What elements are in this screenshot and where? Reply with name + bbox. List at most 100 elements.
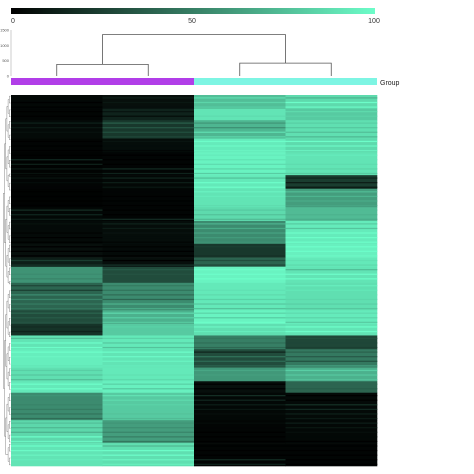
heatmap-cell-row (194, 413, 286, 415)
heatmap-cell-row (11, 214, 103, 216)
dendrogram-axis-tick-label: 1000 (0, 43, 10, 48)
heatmap-cell-row (285, 413, 378, 415)
heatmap-cell-row (285, 449, 378, 452)
heatmap-cell-row (11, 122, 103, 124)
heatmap-cell (285, 188, 378, 208)
row-dendrogram-branch (9, 393, 11, 401)
heatmap-cell-row (194, 204, 286, 207)
heatmap-cell-row (102, 232, 195, 234)
heatmap-cell (285, 381, 378, 394)
heatmap-cell-row (194, 369, 286, 372)
heatmap-cell-row (194, 408, 286, 411)
row-dendrogram-branch (3, 193, 5, 389)
heatmap-cell-row (11, 374, 103, 376)
heatmap-cell-row (194, 459, 286, 461)
heatmap-cell-row (194, 445, 286, 447)
heatmap-cell (102, 257, 195, 268)
heatmap-cell-row (194, 186, 286, 188)
row-dendrogram-branch (9, 95, 11, 104)
heatmap-cell-row (285, 463, 378, 465)
heatmap-cell-row (285, 298, 378, 301)
heatmap-cell-row (194, 454, 286, 456)
heatmap-cell-row (285, 303, 378, 305)
heatmap-cell-row (11, 149, 103, 152)
heatmap-cell-row (194, 115, 286, 117)
heatmap-cell-row (285, 454, 378, 456)
heatmap-cell-row (285, 365, 378, 367)
heatmap-cell (194, 282, 286, 311)
heatmap-cell-row (194, 168, 286, 170)
heatmap-cell-row (285, 195, 378, 198)
heatmap-body (11, 95, 378, 467)
heatmap-cell (11, 324, 103, 336)
heatmap-cell-row (285, 122, 378, 124)
heatmap-cell-row (102, 172, 195, 175)
heatmap-cell-row (11, 145, 103, 147)
heatmap-cell (11, 381, 103, 394)
heatmap-cell-row (285, 172, 378, 175)
heatmap-cell-row (285, 356, 378, 358)
heatmap-cell-row (285, 346, 378, 349)
heatmap-cell-row (102, 399, 195, 401)
heatmap-cell-row (102, 413, 195, 415)
heatmap-cell-row (194, 285, 286, 287)
heatmap-cell-row (102, 264, 195, 266)
heatmap-cell-row (11, 413, 103, 415)
heatmap-cell-row (194, 172, 286, 175)
row-dendrogram-branch (9, 182, 11, 191)
row-dendrogram-branch (9, 208, 11, 216)
heatmap-cell-row (102, 259, 195, 262)
heatmap-cell (11, 392, 103, 421)
heatmap-cell-row (11, 227, 103, 230)
heatmap-cell (194, 108, 286, 121)
heatmap-cell-row (285, 436, 378, 438)
row-dendrogram-branch (9, 267, 11, 275)
heatmap-cell (194, 324, 286, 336)
heatmap-cell-row (194, 227, 286, 230)
heatmap-cell-row (102, 273, 195, 275)
heatmap-cell-row (194, 259, 286, 262)
row-dendrogram-branch (9, 196, 11, 204)
heatmap-cell-row (194, 149, 286, 152)
heatmap-cell-row (11, 422, 103, 424)
heatmap-cell-row (194, 163, 286, 165)
heatmap-cell-row (285, 241, 378, 243)
heatmap-cell-row (285, 312, 378, 314)
heatmap-cell-row (11, 369, 103, 372)
heatmap-cell-row (285, 388, 378, 390)
heatmap-cell-row (11, 172, 103, 175)
heatmap-cell-row (11, 246, 103, 248)
column-dendrogram: 1500 1000 500 0 (0, 28, 332, 79)
heatmap-cell-row (194, 378, 286, 381)
row-dendrogram-branch (9, 304, 11, 312)
heatmap-cell-row (285, 369, 378, 372)
heatmap-cell-row (285, 294, 378, 296)
heatmap-cell-row (194, 111, 286, 113)
heatmap-cell-row (11, 289, 103, 291)
heatmap-cell (11, 120, 103, 139)
heatmap-cell-row (102, 422, 195, 424)
heatmap-cell-row (102, 463, 195, 465)
group-annotation-track (11, 78, 377, 85)
row-dendrogram-branch (9, 160, 11, 168)
heatmap-cell-row (285, 227, 378, 230)
heatmap-cell-row (11, 200, 103, 202)
row-dendrogram-branch (9, 290, 11, 298)
color-scale-tick-min: 0 (11, 18, 15, 25)
heatmap-cell-row (102, 223, 195, 225)
heatmap-cell-row (194, 330, 286, 333)
heatmap-cell-row (11, 321, 103, 323)
heatmap-cell-row (11, 154, 103, 156)
heatmap-cell-row (11, 431, 103, 433)
group-track-label: Group (380, 80, 400, 87)
heatmap-cell (102, 188, 195, 208)
heatmap-cell-row (194, 154, 286, 156)
heatmap-cell-row (285, 163, 378, 165)
heatmap-cell-row (194, 360, 286, 362)
heatmap-cell-row (11, 209, 103, 211)
heatmap-cell-row (194, 241, 286, 243)
heatmap-cell-row (11, 177, 103, 179)
row-dendrogram-branch (9, 281, 11, 285)
heatmap-cell-row (102, 378, 195, 381)
heatmap-cell-row (11, 427, 103, 429)
